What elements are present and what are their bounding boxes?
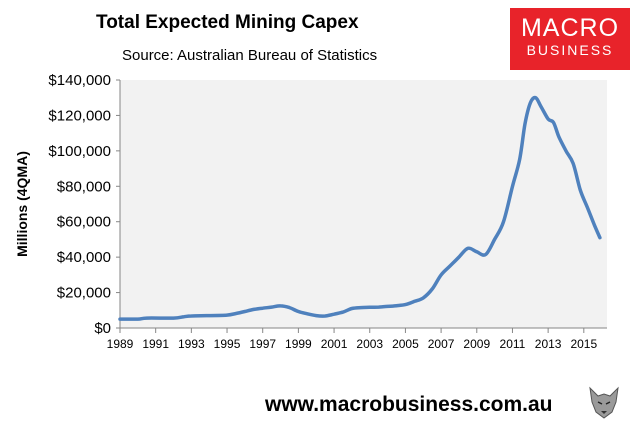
y-tick-label: $120,000 (48, 107, 111, 124)
x-tick-label: 1991 (142, 337, 169, 351)
y-axis-label: Millions (4QMA) (14, 151, 30, 257)
x-tick-label: 2003 (356, 337, 383, 351)
logo-line-2: BUSINESS (526, 42, 614, 58)
x-tick-label: 2009 (463, 337, 490, 351)
y-tick-label: $20,000 (57, 285, 111, 302)
x-tick-label: 1993 (178, 337, 205, 351)
wolf-mascot-icon (584, 382, 624, 422)
y-tick-label: $100,000 (48, 143, 111, 160)
x-tick-label: 2013 (535, 337, 562, 351)
x-tick-label: 2015 (570, 337, 597, 351)
plot-area (120, 80, 607, 328)
x-tick-label: 2001 (321, 337, 348, 351)
x-tick-label: 2007 (428, 337, 455, 351)
chart-subtitle: Source: Australian Bureau of Statistics (122, 47, 378, 64)
x-tick-label: 1999 (285, 337, 312, 351)
x-tick-label: 1995 (214, 337, 241, 351)
series-line (118, 95, 602, 321)
y-tick-label: $60,000 (57, 214, 111, 231)
macro-business-logo: MACRO BUSINESS (510, 8, 630, 70)
x-tick-label: 2011 (500, 337, 526, 351)
chart-title: Total Expected Mining Capex (96, 12, 359, 33)
x-tick-label: 2005 (392, 337, 419, 351)
x-tick-label: 1997 (249, 337, 276, 351)
y-tick-label: $80,000 (57, 178, 111, 195)
logo-line-1: MACRO (520, 14, 620, 42)
website-url: www.macrobusiness.com.au (265, 393, 553, 416)
y-tick-label: $0 (94, 320, 111, 337)
x-tick-label: 1989 (107, 337, 134, 351)
y-tick-label: $40,000 (57, 249, 111, 266)
y-tick-label: $140,000 (48, 72, 111, 89)
